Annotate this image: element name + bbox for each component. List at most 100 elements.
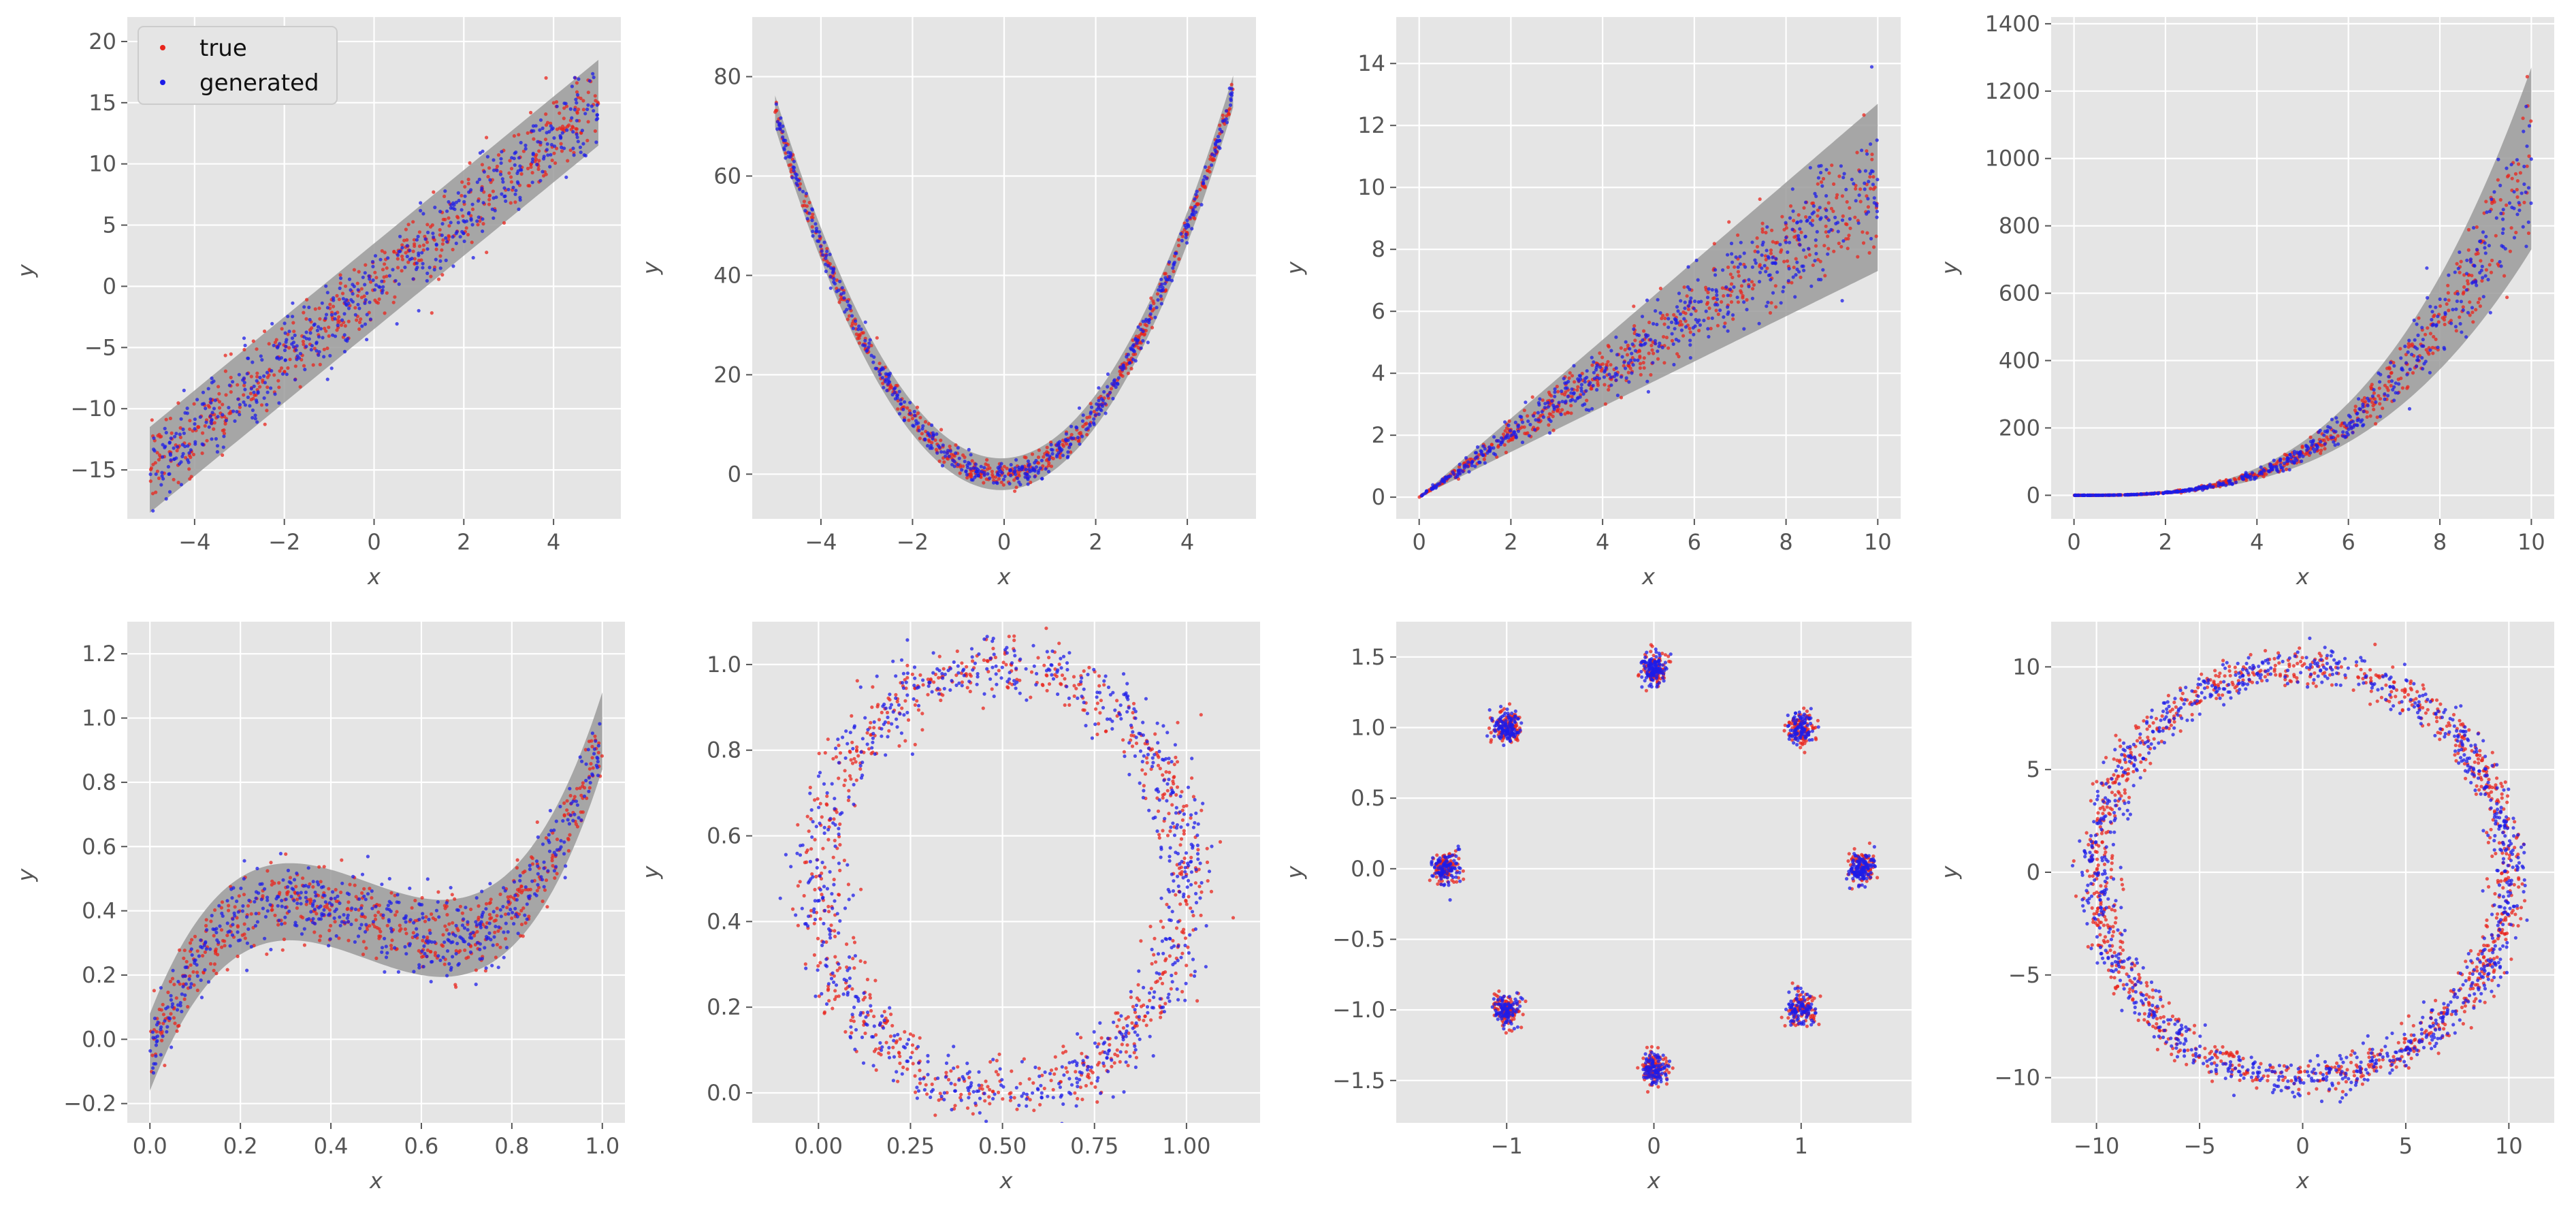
point-generated bbox=[429, 960, 434, 964]
point-generated bbox=[2341, 430, 2345, 434]
point-generated bbox=[291, 315, 295, 319]
point-generated bbox=[562, 852, 566, 856]
point-true bbox=[175, 1029, 179, 1033]
point-true bbox=[359, 287, 364, 291]
point-generated bbox=[1706, 327, 1710, 331]
point-generated bbox=[1675, 305, 1679, 309]
point-true bbox=[918, 436, 922, 441]
point-generated bbox=[371, 278, 375, 283]
point-generated bbox=[152, 447, 156, 451]
point-generated bbox=[204, 407, 208, 411]
point-generated bbox=[2500, 231, 2505, 235]
point-generated bbox=[1810, 212, 1814, 216]
point-true bbox=[166, 990, 170, 994]
point-true bbox=[1871, 175, 1875, 179]
point-true bbox=[802, 200, 806, 204]
point-generated bbox=[1781, 289, 1785, 293]
point-true bbox=[516, 893, 520, 897]
point-true bbox=[587, 786, 592, 790]
point-true bbox=[487, 912, 492, 917]
point-true bbox=[1658, 287, 1662, 291]
point-generated bbox=[2424, 360, 2428, 364]
point-generated bbox=[365, 291, 369, 296]
point-generated bbox=[547, 833, 551, 837]
point-generated bbox=[1034, 458, 1038, 463]
point-generated bbox=[874, 366, 879, 370]
point-true bbox=[308, 899, 313, 903]
point-generated bbox=[2392, 364, 2396, 368]
point-true bbox=[2490, 258, 2494, 263]
point-generated bbox=[1553, 387, 1557, 392]
point-generated bbox=[1765, 225, 1769, 229]
point-generated bbox=[243, 403, 247, 407]
x-tick-label: 4 bbox=[1180, 529, 1194, 555]
point-true bbox=[1861, 230, 1865, 234]
point-true bbox=[255, 371, 259, 375]
point-generated bbox=[552, 869, 557, 873]
point-generated bbox=[225, 899, 229, 903]
point-generated bbox=[315, 341, 319, 345]
point-generated bbox=[578, 145, 583, 149]
point-generated bbox=[1707, 334, 1711, 339]
point-true bbox=[263, 422, 267, 426]
point-true bbox=[1041, 464, 1045, 468]
y-tick-label: 800 bbox=[1999, 213, 2040, 239]
point-generated bbox=[249, 944, 253, 949]
y-tick-label: 400 bbox=[1999, 348, 2040, 374]
point-generated bbox=[549, 124, 553, 128]
point-generated bbox=[2415, 347, 2419, 351]
point-generated bbox=[536, 864, 540, 868]
point-generated bbox=[2366, 404, 2370, 408]
point-generated bbox=[347, 919, 351, 924]
point-generated bbox=[462, 239, 466, 243]
point-true bbox=[544, 123, 549, 127]
point-generated bbox=[814, 229, 818, 234]
point-true bbox=[2458, 315, 2462, 319]
point-true bbox=[425, 223, 430, 227]
point-true bbox=[1720, 300, 1724, 304]
point-true bbox=[2372, 397, 2377, 401]
point-generated bbox=[1089, 410, 1093, 414]
point-generated bbox=[252, 384, 256, 388]
point-true bbox=[421, 938, 425, 942]
point-true bbox=[2507, 174, 2511, 178]
point-generated bbox=[1131, 344, 1135, 348]
point-true bbox=[406, 223, 410, 227]
point-generated bbox=[259, 897, 263, 902]
point-generated bbox=[304, 884, 308, 888]
point-generated bbox=[2515, 158, 2519, 162]
point-generated bbox=[233, 914, 237, 918]
point-generated bbox=[811, 229, 815, 234]
point-generated bbox=[1218, 139, 1222, 143]
point-generated bbox=[2308, 451, 2313, 455]
point-true bbox=[375, 925, 379, 930]
point-generated bbox=[1540, 410, 1544, 414]
point-generated bbox=[2281, 469, 2285, 473]
point-generated bbox=[302, 927, 306, 931]
point-true bbox=[1847, 234, 1851, 238]
point-true bbox=[939, 439, 943, 443]
point-true bbox=[1826, 201, 1831, 205]
point-generated bbox=[545, 142, 549, 146]
point-generated bbox=[1808, 221, 1812, 225]
point-generated bbox=[2283, 461, 2287, 465]
point-generated bbox=[329, 366, 334, 370]
point-true bbox=[1149, 296, 1153, 300]
point-true bbox=[176, 1024, 180, 1028]
point-true bbox=[347, 319, 351, 323]
point-true bbox=[596, 100, 600, 104]
point-true bbox=[856, 336, 860, 340]
point-generated bbox=[2478, 239, 2482, 244]
point-true bbox=[1765, 266, 1769, 270]
point-true bbox=[209, 919, 213, 923]
point-true bbox=[1568, 371, 1572, 375]
point-generated bbox=[210, 419, 214, 423]
point-generated bbox=[1636, 358, 1640, 362]
point-generated bbox=[1020, 466, 1025, 470]
point-true bbox=[224, 393, 228, 397]
point-true bbox=[469, 214, 473, 218]
y-tick-label: 1400 bbox=[1985, 11, 2040, 37]
point-generated bbox=[2416, 358, 2420, 362]
point-generated bbox=[1576, 377, 1580, 381]
point-true bbox=[521, 906, 526, 910]
